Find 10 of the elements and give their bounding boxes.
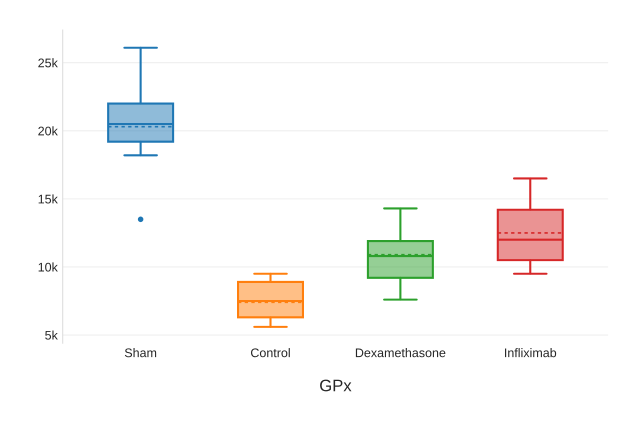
x-tick-label: Control [250,348,290,358]
y-tick-label: 10k [38,262,58,272]
x-tick-label: Sham [124,348,156,358]
x-tick-label: Infliximab [505,348,556,358]
x-axis-title: GPx [320,380,352,392]
y-tick-label: 15k [38,194,58,204]
x-tick-label: Dexamethasone [356,348,446,358]
y-tick-label: 5k [45,330,58,340]
y-tick-label: 25k [38,58,58,68]
y-tick-label: 20k [38,126,58,136]
